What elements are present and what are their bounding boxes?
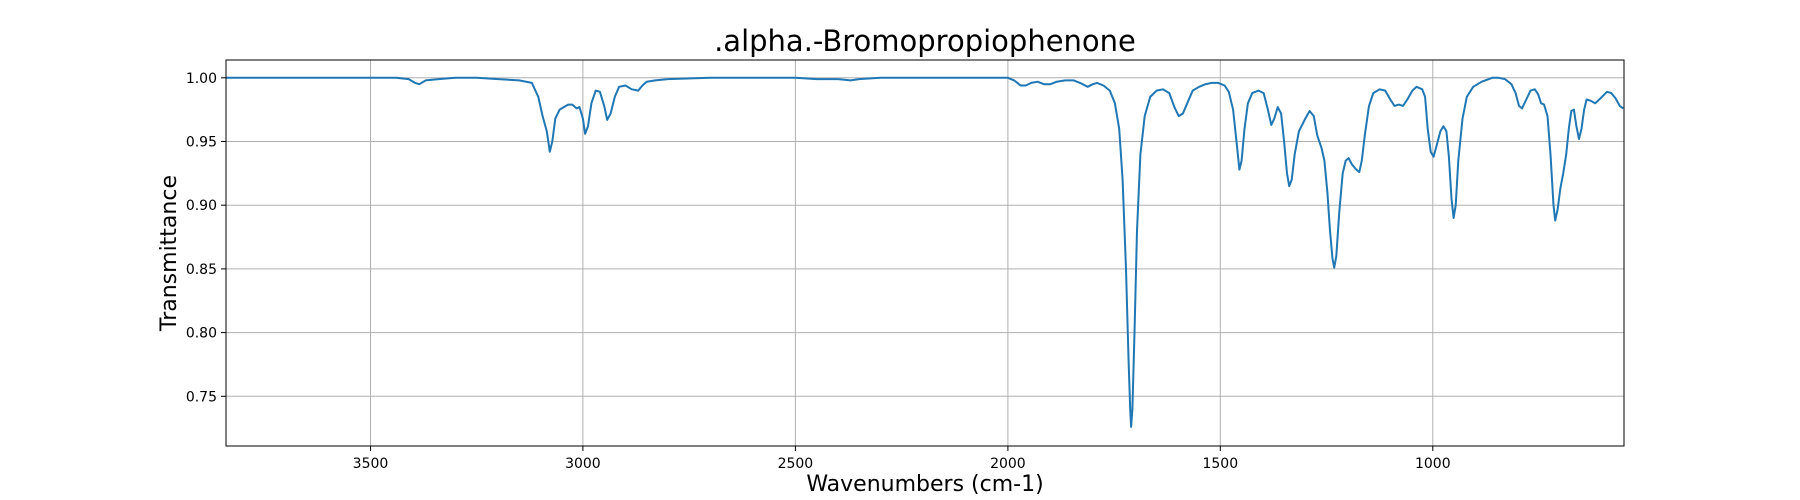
series-layer: [226, 76, 1624, 428]
x-tick-label: 1500: [1202, 456, 1238, 472]
y-tick-label: 0.90: [186, 198, 217, 214]
y-tick-label: 1.00: [186, 71, 217, 87]
y-tick-label: 0.75: [186, 389, 217, 405]
y-tick-label: 0.80: [186, 326, 217, 342]
chart-title: .alpha.-Bromopropiophenone: [714, 24, 1136, 58]
spectrum-line: [226, 76, 1624, 428]
x-tick-label: 2500: [778, 456, 814, 472]
x-axis-label: Wavenumbers (cm-1): [806, 472, 1043, 497]
axis-ticks: 3500 3000 2500 2000 1500 1000 0.75 0.80 0.85 0.90…: [186, 71, 1451, 472]
y-axis-label: Transmittance: [157, 175, 182, 332]
y-tick-label: 0.95: [186, 135, 217, 151]
x-tick-label: 1000: [1415, 456, 1451, 472]
y-tick-label: 0.85: [186, 262, 217, 278]
plot-frame: [225, 59, 1625, 447]
x-tick-label: 2000: [990, 456, 1026, 472]
x-tick-label: 3500: [353, 456, 389, 472]
x-tick-label: 3000: [565, 456, 601, 472]
